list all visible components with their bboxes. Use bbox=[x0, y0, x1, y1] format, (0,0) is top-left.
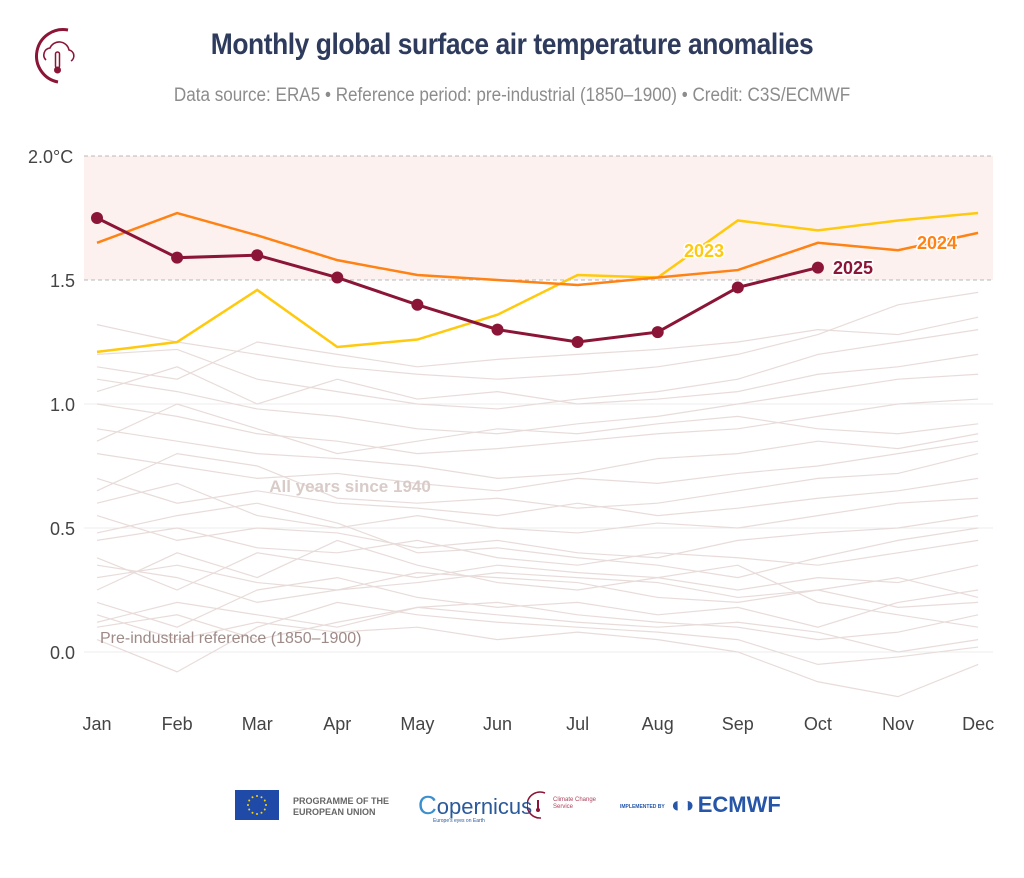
background-year-line bbox=[96, 576, 979, 628]
eu-star bbox=[248, 808, 251, 811]
x-tick-label: Apr bbox=[323, 714, 351, 734]
background-year-line bbox=[96, 440, 979, 492]
highlight-band-1-5-to-2-0 bbox=[84, 156, 993, 280]
eu-star bbox=[248, 799, 251, 802]
series-line-2024 bbox=[96, 211, 979, 287]
background-year-line bbox=[96, 564, 979, 608]
background-year-line bbox=[96, 606, 979, 653]
x-tick-label: Feb bbox=[162, 714, 193, 734]
background-year-line bbox=[96, 329, 979, 410]
chart-subtitle: Data source: ERA5 • Reference period: pr… bbox=[173, 85, 851, 106]
eu-star bbox=[256, 813, 258, 815]
eu-star bbox=[251, 796, 254, 799]
eu-star bbox=[251, 811, 254, 814]
y-tick-label: 0.5 bbox=[50, 519, 75, 539]
y-tick-label: 0.0 bbox=[50, 643, 75, 663]
all-years-label: All years since 1940 bbox=[269, 477, 431, 496]
data-point-2025 bbox=[731, 281, 744, 294]
x-tick-label: May bbox=[400, 714, 434, 734]
background-year-line bbox=[96, 502, 979, 579]
data-point-2025 bbox=[491, 323, 504, 336]
background-year-line bbox=[96, 353, 979, 405]
climate-change-service-logo-icon bbox=[35, 28, 75, 84]
ecmwf-logo: ◐◑ ECMWF bbox=[671, 792, 781, 817]
data-point-2025 bbox=[811, 261, 824, 274]
eu-star bbox=[263, 799, 266, 802]
background-year-line bbox=[96, 428, 979, 480]
series-line-2025 bbox=[96, 216, 819, 344]
series-label-2024: 2024 bbox=[917, 233, 957, 253]
eu-star bbox=[247, 804, 249, 806]
copernicus-wordmark: opernicus bbox=[436, 794, 533, 819]
reference-label: Pre-industrial reference (1850–1900) bbox=[100, 630, 361, 647]
data-point-2025 bbox=[411, 298, 424, 311]
chart-title: Monthly global surface air temperature a… bbox=[210, 28, 814, 61]
eu-star bbox=[265, 804, 267, 806]
data-point-2025 bbox=[171, 251, 184, 264]
background-year-line bbox=[96, 452, 979, 509]
series-line-2023 bbox=[96, 211, 979, 354]
eu-star bbox=[260, 796, 263, 799]
data-point-2025 bbox=[251, 249, 264, 262]
ecmwf-wordmark: ECMWF bbox=[697, 792, 781, 817]
background-year-line bbox=[96, 552, 979, 591]
copernicus-tagline: Europe's eyes on Earth bbox=[433, 818, 485, 824]
x-tick-label: Nov bbox=[882, 714, 914, 734]
x-tick-label: Oct bbox=[804, 714, 832, 734]
data-point-2025 bbox=[91, 212, 103, 224]
c3s-label: Climate Change Service bbox=[553, 797, 597, 810]
implemented-by-label: IMPLEMENTED BY bbox=[620, 804, 665, 810]
y-tick-label: 1.5 bbox=[50, 271, 75, 291]
data-point-2025 bbox=[571, 336, 584, 348]
eu-star bbox=[260, 811, 263, 814]
y-tick-label: 2.0°C bbox=[28, 147, 73, 167]
x-tick-label: Jan bbox=[82, 714, 111, 734]
x-tick-label: Jun bbox=[483, 714, 512, 734]
background-year-line bbox=[96, 515, 979, 559]
x-tick-label: Mar bbox=[242, 714, 273, 734]
background-year-line bbox=[96, 564, 979, 604]
c3s-logo-icon bbox=[527, 791, 546, 819]
copernicus-logo: Copernicus bbox=[418, 790, 533, 820]
footer-logos: PROGRAMME OF THE EUROPEAN UNION Copernic… bbox=[235, 788, 795, 828]
x-tick-label: Jul bbox=[566, 714, 589, 734]
background-year-line bbox=[96, 398, 979, 455]
y-tick-label: 1.0 bbox=[50, 395, 75, 415]
x-tick-label: Sep bbox=[722, 714, 754, 734]
line-chart: 2.0°C 1.5 1.0 0.5 0.0 Jan Feb Mar Apr May Jun Jul Au… bbox=[28, 147, 994, 734]
eu-star bbox=[263, 808, 266, 811]
background-year-line bbox=[96, 539, 979, 628]
background-year-line bbox=[96, 482, 979, 534]
background-year-line bbox=[96, 316, 979, 380]
x-tick-label: Dec bbox=[962, 714, 994, 734]
background-year-line bbox=[96, 601, 979, 673]
background-year-line bbox=[96, 373, 979, 435]
background-year-line bbox=[96, 291, 979, 380]
data-point-2025 bbox=[331, 271, 344, 284]
series-label-2025: 2025 bbox=[833, 258, 873, 278]
eu-flag-icon bbox=[235, 790, 279, 820]
series-label-2023: 2023 bbox=[684, 241, 724, 261]
background-year-line bbox=[96, 601, 979, 641]
x-tick-label: Aug bbox=[642, 714, 674, 734]
background-year-line bbox=[96, 527, 979, 566]
data-point-2025 bbox=[651, 326, 664, 339]
eu-programme-label: PROGRAMME OF THE EUROPEAN UNION bbox=[293, 796, 389, 817]
background-year-line bbox=[96, 477, 979, 517]
background-year-line bbox=[96, 403, 979, 455]
eu-star bbox=[256, 795, 258, 797]
background-year-line bbox=[96, 614, 979, 698]
